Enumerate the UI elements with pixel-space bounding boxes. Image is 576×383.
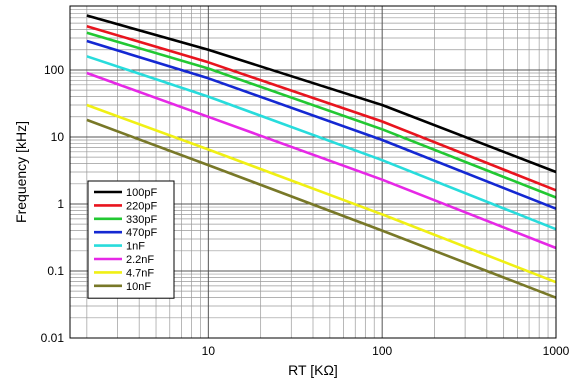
legend-label: 220pF [126,200,157,212]
series-line-4.7nF [86,103,557,284]
y-tick-labels: 0.01 0.1 1 10 100 [41,63,65,345]
series-line-100pF [86,14,557,174]
y-tick-label: 0.1 [47,264,64,278]
y-tick-label: 100 [44,63,64,77]
legend-label: 100pF [126,187,157,199]
legend-label: 470pF [126,227,157,239]
legend-label: 330pF [126,214,157,226]
series-line-10nF [86,118,557,299]
y-tick-label: 10 [51,130,65,144]
x-axis-title: RT [KΩ] [288,362,338,378]
y-tick-label: 0.01 [41,331,65,345]
series-line-330pF [86,31,557,199]
y-axis-title: Frequency [kHz] [13,121,29,223]
series-line-2.2nF [86,71,557,250]
x-tick-label: 1000 [543,344,570,358]
x-tick-labels: 10 100 1000 [202,344,570,358]
y-tick-label: 1 [57,197,64,211]
legend-label: 1nF [126,241,145,253]
legend-box [87,180,175,299]
legend-label: 2.2nF [126,254,154,266]
series-line-470pF [86,39,557,210]
x-tick-label: 10 [202,344,216,358]
x-tick-label: 100 [372,344,392,358]
series-layer [86,14,557,299]
legend-label: 10nF [126,281,151,293]
series-line-1nF [86,55,557,231]
series-line-220pF [86,24,557,192]
legend-label: 4.7nF [126,267,154,279]
plot-frame [69,5,557,339]
